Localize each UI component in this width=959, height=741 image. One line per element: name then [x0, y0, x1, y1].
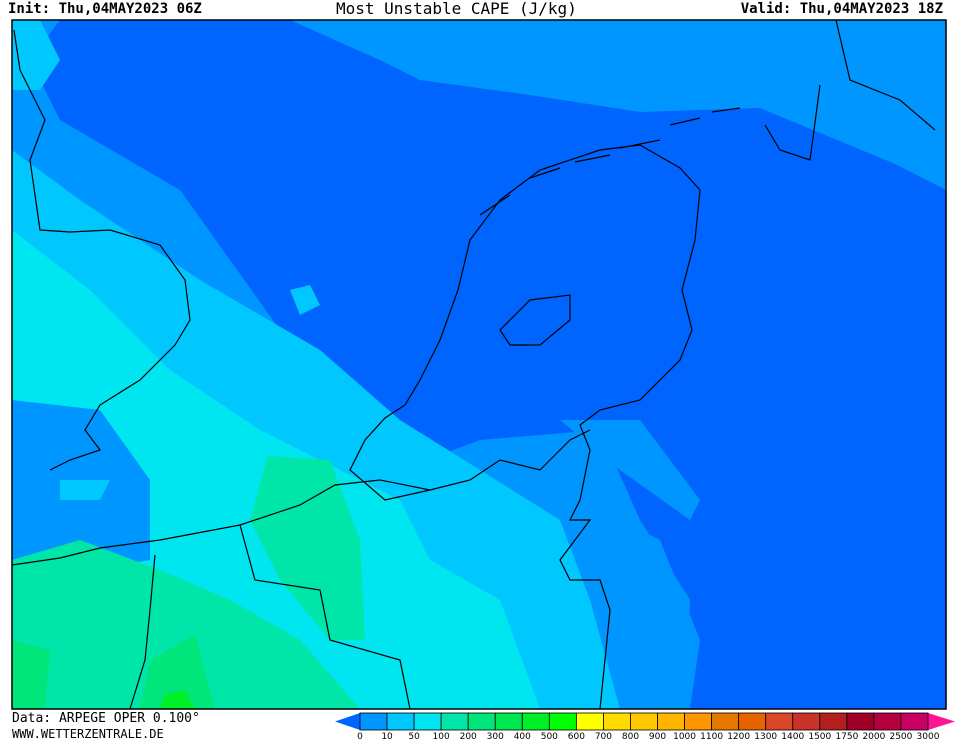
cape-region-c200_300 [140, 635, 215, 709]
legend-swatch [684, 712, 713, 731]
legend-swatch [548, 712, 577, 731]
legend-below-arrow [335, 713, 360, 730]
belgian-dutch-border [429, 429, 591, 491]
legend-swatch [440, 712, 469, 731]
cape-region-c100_200 [250, 456, 365, 640]
legend-label: 1200 [727, 732, 750, 741]
legend-label: 10 [381, 732, 393, 741]
legend-swatch [521, 712, 550, 731]
legend-label: 600 [568, 732, 585, 741]
map-title: Most Unstable CAPE (J/kg) [336, 0, 577, 18]
denmark-coast [764, 19, 936, 161]
legend-swatch [386, 712, 415, 731]
map-frame [11, 19, 947, 710]
legend-label: 1000 [673, 732, 696, 741]
legend-label: 700 [595, 732, 612, 741]
dutch-german-border [559, 189, 701, 710]
legend-swatch [711, 712, 740, 731]
color-legend: 0 10 50 100 200 300 400 500 600 700 800 900 1000 1100… [335, 712, 955, 741]
legend-label: 0 [357, 732, 363, 741]
coastline-border-layer [11, 19, 936, 710]
ijsselmeer [499, 294, 571, 346]
legend-label: 50 [408, 732, 420, 741]
website: WWW.WETTERZENTRALE.DE [12, 727, 164, 741]
init-time: Init: Thu,04MAY2023 06Z [8, 1, 202, 17]
legend-swatch [467, 712, 496, 731]
cape-field-layer [12, 20, 946, 709]
legend-label: 500 [541, 732, 558, 741]
data-source: Data: ARPEGE OPER 0.100° [12, 711, 200, 726]
cape-region-c0_10 [290, 20, 946, 185]
legend-swatch [738, 712, 767, 731]
legend-swatch [603, 712, 631, 731]
legend-swatch [494, 712, 523, 731]
legend-above-arrow [928, 713, 955, 730]
frisian-islands [479, 107, 741, 216]
cape-region-c0_10 [560, 420, 700, 520]
legend-swatch [630, 712, 658, 731]
belgian-french-border [239, 524, 411, 710]
legend-swatch [900, 712, 929, 731]
legend-label: 100 [433, 732, 450, 741]
cape-region-c200_300 [12, 640, 50, 709]
cape-region-c10_50 [60, 480, 110, 500]
legend-swatch [819, 712, 848, 731]
cape-region-c400_500 [160, 690, 195, 709]
legend-label: 1100 [700, 732, 723, 741]
cape-region-c100_200 [12, 540, 360, 709]
legend-swatch [657, 712, 685, 731]
legend-label: 800 [622, 732, 639, 741]
cape-region-c0_10 [620, 520, 700, 709]
legend-label: 1300 [754, 732, 777, 741]
legend-swatch [359, 712, 388, 731]
legend-label: 2000 [862, 732, 885, 741]
legend-label: 2500 [889, 732, 912, 741]
legend-label: 1400 [781, 732, 804, 741]
legend-swatch [765, 712, 794, 731]
cape-region-c10_50 [290, 285, 320, 315]
legend-label: 200 [460, 732, 477, 741]
cape-region-lt0 [30, 20, 946, 709]
legend-swatch [575, 712, 604, 731]
legend-label: 400 [514, 732, 531, 741]
legend-swatch [846, 712, 875, 731]
cape-region-c10_50 [12, 20, 60, 90]
legend-swatch [873, 712, 902, 731]
legend-label: 3000 [917, 732, 940, 741]
legend-label: 1500 [808, 732, 831, 741]
france-inland-border [129, 554, 156, 710]
legend-swatch [413, 712, 442, 731]
legend-label: 300 [487, 732, 504, 741]
legend-swatch [792, 712, 821, 731]
legend-label: 1750 [835, 732, 858, 741]
legend-label: 900 [649, 732, 666, 741]
england-east-coast [13, 29, 191, 471]
valid-time: Valid: Thu,04MAY2023 18Z [740, 1, 943, 17]
